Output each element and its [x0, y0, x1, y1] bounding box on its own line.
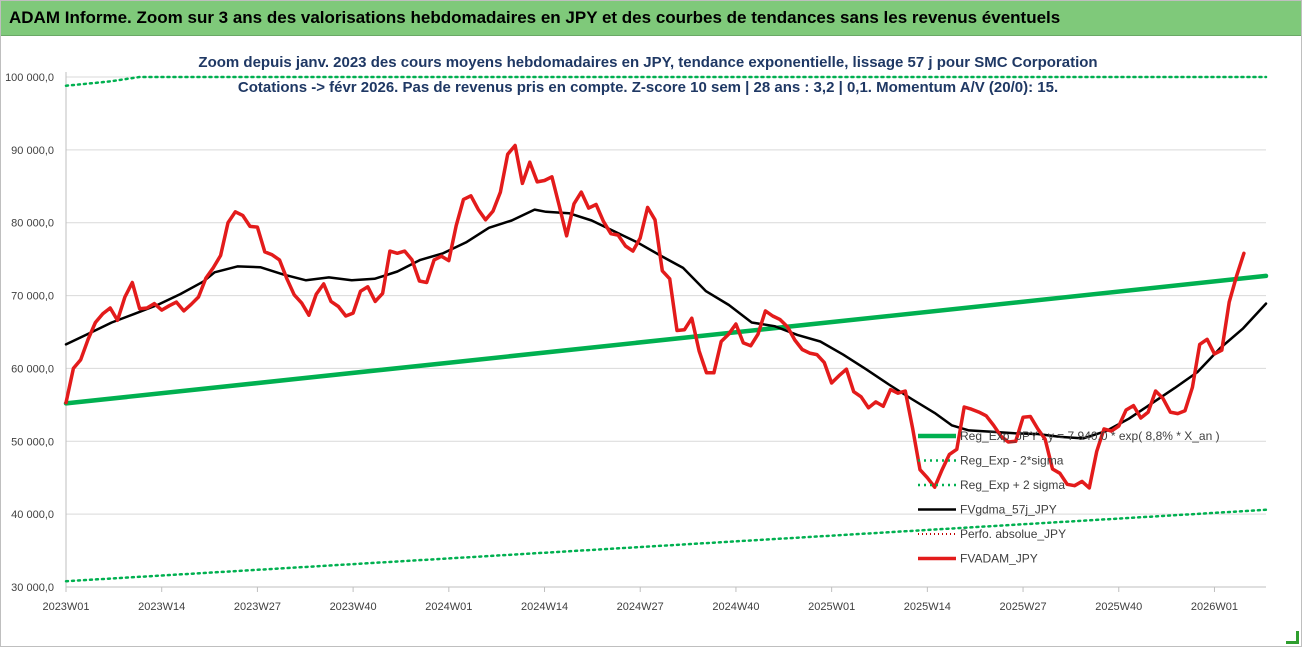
- legend-label: Perfo. absolue_JPY: [960, 527, 1066, 541]
- report-banner: ADAM Informe. Zoom sur 3 ans des valoris…: [1, 1, 1301, 36]
- x-tick-label: 2025W40: [1095, 601, 1142, 613]
- x-tick-label: 2023W14: [138, 601, 185, 613]
- y-tick-label: 40 000,0: [11, 509, 54, 521]
- y-tick-label: 50 000,0: [11, 436, 54, 448]
- series-fvadam: [64, 143, 1246, 490]
- chart-subtitle: Cotations -> févr 2026. Pas de revenus p…: [238, 79, 1058, 96]
- y-tick-label: 80 000,0: [11, 218, 54, 230]
- y-tick-label: 30 000,0: [11, 582, 54, 594]
- legend-label: Reg_Exp - 2*sigma: [960, 454, 1064, 468]
- y-tick-label: 90 000,0: [11, 145, 54, 157]
- x-tick-label: 2023W01: [42, 601, 89, 613]
- series-minus-2sigma: [64, 75, 1268, 87]
- x-tick-label: 2024W14: [521, 601, 568, 613]
- legend-label: FVgdma_57j_JPY: [960, 503, 1057, 517]
- y-axis-ticks: 30 000,0 40 000,0 50 000,0 60 000,0 70 000,0…: [5, 72, 54, 594]
- series-fvgdma: [64, 208, 1268, 440]
- x-axis-ticks: 2023W01 2023W14 2023W27 2023W40 2024W01 2024W…: [42, 587, 1238, 613]
- chart-title: Zoom depuis janv. 2023 des cours moyens …: [198, 54, 1097, 71]
- series-plus-2sigma: [64, 508, 1268, 583]
- x-tick-label: 2025W27: [1000, 601, 1047, 613]
- legend-label: FVADAM_JPY: [960, 552, 1038, 566]
- x-tick-label: 2025W14: [904, 601, 951, 613]
- series-reg-exp: [63, 273, 1269, 406]
- y-tick-label: 60 000,0: [11, 363, 54, 375]
- y-tick-label: 70 000,0: [11, 291, 54, 303]
- x-tick-label: 2023W27: [234, 601, 281, 613]
- x-tick-label: 2026W01: [1191, 601, 1238, 613]
- x-tick-label: 2024W40: [712, 601, 759, 613]
- x-tick-label: 2023W40: [330, 601, 377, 613]
- banner-title: ADAM Informe. Zoom sur 3 ans des valoris…: [9, 8, 1061, 27]
- y-tick-label: 100 000,0: [5, 72, 54, 84]
- grid-lines: [65, 72, 1266, 588]
- x-tick-label: 2024W27: [617, 601, 664, 613]
- resize-corner-icon: [1286, 631, 1299, 644]
- legend-label: Reg_Exp + 2 sigma: [960, 478, 1065, 492]
- x-tick-label: 2025W01: [808, 601, 855, 613]
- series-layer: [63, 75, 1269, 583]
- legend-label: Reg_Exp_JPY : y = 7 940,0 * exp( 8,8% * …: [960, 429, 1220, 443]
- x-tick-label: 2024W01: [425, 601, 472, 613]
- legend: Reg_Exp_JPY : y = 7 940,0 * exp( 8,8% * …: [918, 429, 1220, 566]
